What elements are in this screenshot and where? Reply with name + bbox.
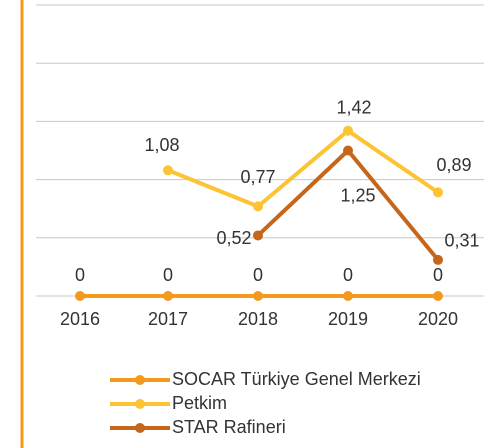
legend-marker bbox=[135, 375, 145, 385]
data-label: 0 bbox=[163, 265, 173, 285]
data-label: 0 bbox=[75, 265, 85, 285]
data-label: 0 bbox=[433, 265, 443, 285]
data-point bbox=[433, 254, 443, 265]
legend-label: Petkim bbox=[172, 393, 227, 413]
data-point bbox=[253, 230, 263, 241]
x-tick-label: 2017 bbox=[148, 309, 188, 329]
data-point bbox=[163, 165, 173, 176]
data-label: 1,08 bbox=[144, 135, 179, 155]
data-point bbox=[253, 291, 263, 301]
legend-marker bbox=[135, 399, 145, 409]
data-point bbox=[75, 291, 85, 301]
data-label: 0,77 bbox=[240, 167, 275, 187]
data-point bbox=[343, 125, 353, 136]
x-tick-label: 2018 bbox=[238, 309, 278, 329]
x-tick-label: 2016 bbox=[60, 309, 100, 329]
x-tick-label: 2020 bbox=[418, 309, 458, 329]
legend-label: STAR Rafineri bbox=[172, 417, 286, 437]
legend-label: SOCAR Türkiye Genel Merkezi bbox=[172, 369, 421, 389]
data-label: 1,25 bbox=[340, 185, 375, 205]
data-point bbox=[163, 291, 173, 301]
data-label: 1,42 bbox=[336, 97, 371, 117]
data-point bbox=[343, 145, 353, 156]
data-label: 0,52 bbox=[216, 228, 251, 248]
series-line bbox=[167, 128, 440, 209]
data-point bbox=[253, 201, 263, 212]
legend-marker bbox=[135, 423, 145, 433]
data-point bbox=[433, 291, 443, 301]
data-label: 0 bbox=[253, 265, 263, 285]
data-point bbox=[433, 187, 443, 198]
data-label: 0,31 bbox=[444, 231, 479, 251]
data-point bbox=[343, 291, 353, 301]
data-label: 0,89 bbox=[436, 155, 471, 175]
x-tick-label: 2019 bbox=[328, 309, 368, 329]
data-label: 0 bbox=[343, 265, 353, 285]
